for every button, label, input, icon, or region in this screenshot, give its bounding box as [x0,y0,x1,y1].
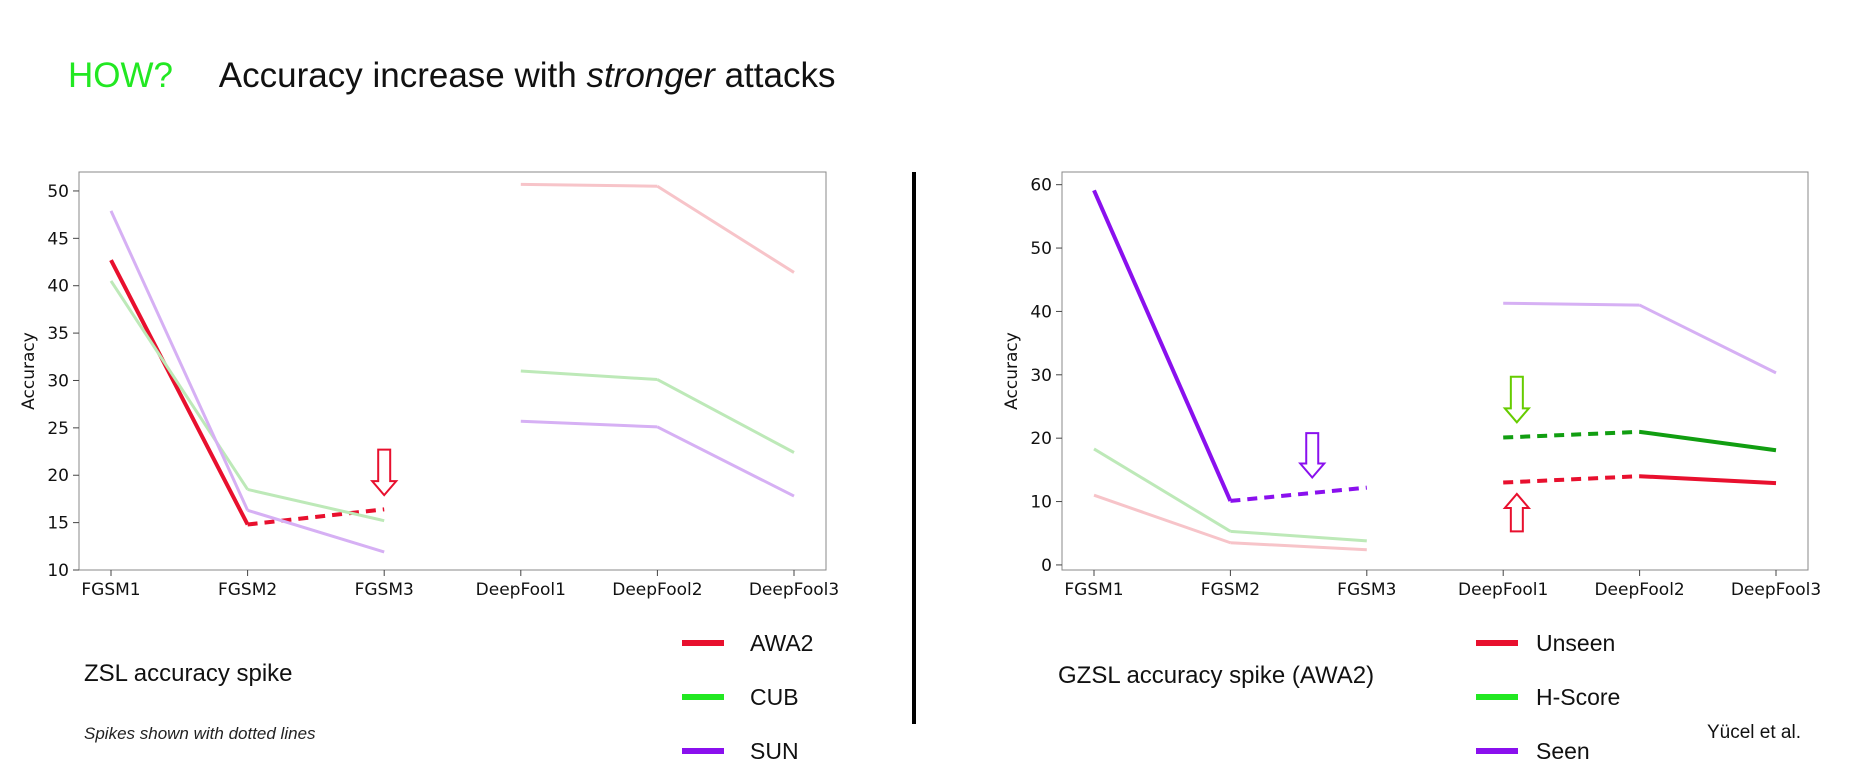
y-axis-label: Accuracy [1002,332,1022,410]
gzsl-caption: GZSL accuracy spike (AWA2) [1058,662,1375,689]
series-cub-segment [109,280,249,491]
x-tick-label: FGSM3 [1337,580,1396,600]
x-tick-label: FGSM3 [355,580,414,600]
series-seen-segment [1638,303,1777,375]
series-seen-segment [1503,301,1640,307]
x-tick-label: DeepFool2 [1594,580,1684,600]
legend-label-unseen: Unseen [1536,630,1616,656]
legend-item-cub: CUB [682,680,902,714]
plot-frame [78,171,827,571]
series-awa2-segment [247,507,385,527]
how-label: HOW? [68,56,173,95]
y-tick-label: 20 [47,466,69,486]
legend-swatch-seen [1476,748,1518,754]
x-tick-label: DeepFool3 [749,580,839,600]
series-awa2-segment [109,259,250,526]
series-cub-segment [656,378,795,454]
title-text: Accuracy increase with stronger attacks [219,56,836,95]
legend-item-seen: Seen [1476,734,1696,768]
x-tick-label: FGSM1 [81,580,140,600]
zsl-caption: ZSL accuracy spike [84,660,293,687]
y-tick-label: 50 [47,182,69,202]
legend-swatch-cub [682,694,724,700]
series-unseen-segment [1093,493,1231,545]
series-h-score-segment [1503,429,1640,440]
x-tick-label: DeepFool2 [612,580,702,600]
y-tick-label: 30 [1030,366,1052,386]
series-h-score-segment [1230,529,1367,543]
series-seen-segment [1092,189,1233,502]
series-awa2-segment [520,182,658,188]
y-tick-label: 35 [47,324,69,344]
legend-swatch-unseen [1476,640,1518,646]
y-tick-label: 15 [47,514,69,534]
x-tick-label: DeepFool1 [1458,580,1548,600]
legend-item-h-score: H-Score [1476,680,1696,714]
slide-title: HOW? Accuracy increase with stronger att… [68,56,835,96]
legend-label-awa2: AWA2 [750,630,814,656]
y-tick-label: 25 [47,419,69,439]
legend-label-seen: Seen [1536,738,1590,764]
x-tick-label: FGSM2 [1201,580,1260,600]
y-tick-label: 10 [1030,493,1052,513]
title-emphasis: stronger [586,56,715,95]
series-awa2-segment [656,184,795,274]
x-tick-label: FGSM2 [218,580,277,600]
legend-label-h-score: H-Score [1536,684,1621,710]
legend-label-sun: SUN [750,738,799,764]
y-tick-label: 0 [1041,556,1052,576]
arrow-up-annotation [1502,492,1532,533]
x-tick-label: DeepFool1 [476,580,566,600]
legend-item-awa2: AWA2 [682,626,902,660]
arrow-down-annotation [1298,432,1327,480]
panel-divider [912,172,916,724]
legend-swatch-awa2 [682,640,724,646]
y-tick-label: 30 [47,371,69,391]
y-tick-label: 40 [1030,302,1052,322]
gzsl-accuracy-chart: 0 10 20 30 40 50 60 FGSM1 FGSM2 FGSM3 DeepFool1 Dee… [1002,171,1821,600]
series-cub-segment [520,369,658,382]
x-tick-label: DeepFool3 [1731,580,1821,600]
series-h-score-segment [1639,429,1777,453]
y-tick-label: 45 [47,229,69,249]
x-tick-label: FGSM1 [1064,580,1123,600]
series-sun-segment [520,419,658,429]
series-unseen-segment [1503,474,1640,485]
y-tick-label: 10 [47,561,69,581]
zsl-note: Spikes shown with dotted lines [84,724,316,743]
series-h-score-segment [1093,447,1232,533]
legend-item-sun: SUN [682,734,902,768]
series-cub-segment [247,487,385,523]
credit: Yücel et al. [1707,722,1801,743]
series-unseen-segment [1639,474,1777,486]
series-sun-segment [656,425,795,498]
legend-item-unseen: Unseen [1476,626,1696,660]
series-seen-segment [1230,485,1367,503]
y-tick-label: 50 [1030,239,1052,259]
zsl-accuracy-chart: 10 15 20 25 30 35 40 45 50 FGSM1 FGSM2 FGSM3 DeepFoo… [19,171,839,600]
y-tick-label: 20 [1030,429,1052,449]
legend-label-cub: CUB [750,684,799,710]
title-post: attacks [714,56,836,95]
legend-swatch-sun [682,748,724,754]
series-sun-segment [109,210,249,511]
series-sun-segment [247,508,385,554]
legend-swatch-h-score [1476,694,1518,700]
y-tick-label: 60 [1030,176,1052,196]
plot-frame [1061,171,1809,571]
title-pre: Accuracy increase with [218,56,587,95]
y-tick-label: 40 [47,277,69,297]
arrow-down-annotation [1502,375,1532,424]
y-axis-label: Accuracy [19,332,39,410]
series-unseen-segment [1230,541,1367,552]
arrow-down-annotation [370,448,399,497]
